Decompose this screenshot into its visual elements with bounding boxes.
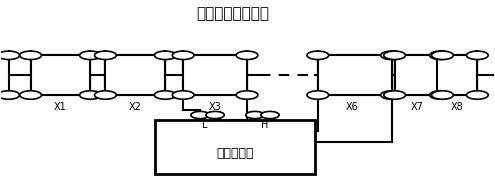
Bar bbox=[438, 55, 477, 95]
Circle shape bbox=[430, 51, 451, 60]
Bar bbox=[183, 55, 247, 95]
Bar bbox=[395, 55, 441, 95]
Circle shape bbox=[95, 51, 116, 60]
Text: H: H bbox=[261, 120, 269, 130]
Circle shape bbox=[206, 111, 224, 119]
Circle shape bbox=[381, 51, 402, 60]
Circle shape bbox=[20, 91, 42, 99]
Circle shape bbox=[384, 91, 405, 99]
Bar bbox=[318, 55, 392, 95]
Circle shape bbox=[432, 91, 453, 99]
Bar bbox=[395, 55, 441, 95]
Circle shape bbox=[307, 91, 329, 99]
Circle shape bbox=[154, 91, 176, 99]
Circle shape bbox=[154, 51, 176, 60]
Text: X7: X7 bbox=[411, 102, 424, 112]
Circle shape bbox=[246, 111, 264, 119]
Circle shape bbox=[381, 91, 402, 99]
Circle shape bbox=[307, 51, 329, 60]
Bar bbox=[318, 55, 392, 95]
Circle shape bbox=[430, 91, 451, 99]
Circle shape bbox=[466, 51, 488, 60]
Circle shape bbox=[172, 91, 194, 99]
Circle shape bbox=[0, 51, 19, 60]
Circle shape bbox=[384, 51, 405, 60]
Bar bbox=[105, 55, 165, 95]
Text: X2: X2 bbox=[129, 102, 142, 112]
Bar bbox=[183, 55, 247, 95]
Text: X1: X1 bbox=[54, 102, 67, 112]
Circle shape bbox=[191, 111, 209, 119]
Circle shape bbox=[95, 91, 116, 99]
Circle shape bbox=[236, 91, 258, 99]
Circle shape bbox=[172, 51, 194, 60]
Bar bbox=[31, 55, 91, 95]
Circle shape bbox=[261, 111, 279, 119]
Bar bbox=[438, 55, 477, 95]
Bar bbox=[155, 120, 315, 174]
Text: L: L bbox=[202, 120, 208, 130]
Circle shape bbox=[466, 91, 488, 99]
Circle shape bbox=[236, 51, 258, 60]
Text: 标准电阻过渡量具: 标准电阻过渡量具 bbox=[196, 6, 269, 22]
Circle shape bbox=[0, 91, 19, 99]
Circle shape bbox=[80, 51, 101, 60]
Text: X3: X3 bbox=[209, 102, 221, 112]
Bar bbox=[31, 55, 91, 95]
Bar bbox=[105, 55, 165, 95]
Text: 数字欧姆表: 数字欧姆表 bbox=[216, 147, 254, 160]
Text: X8: X8 bbox=[451, 102, 464, 112]
Text: X6: X6 bbox=[346, 102, 358, 112]
Circle shape bbox=[432, 51, 453, 60]
Circle shape bbox=[80, 91, 101, 99]
Circle shape bbox=[20, 51, 42, 60]
